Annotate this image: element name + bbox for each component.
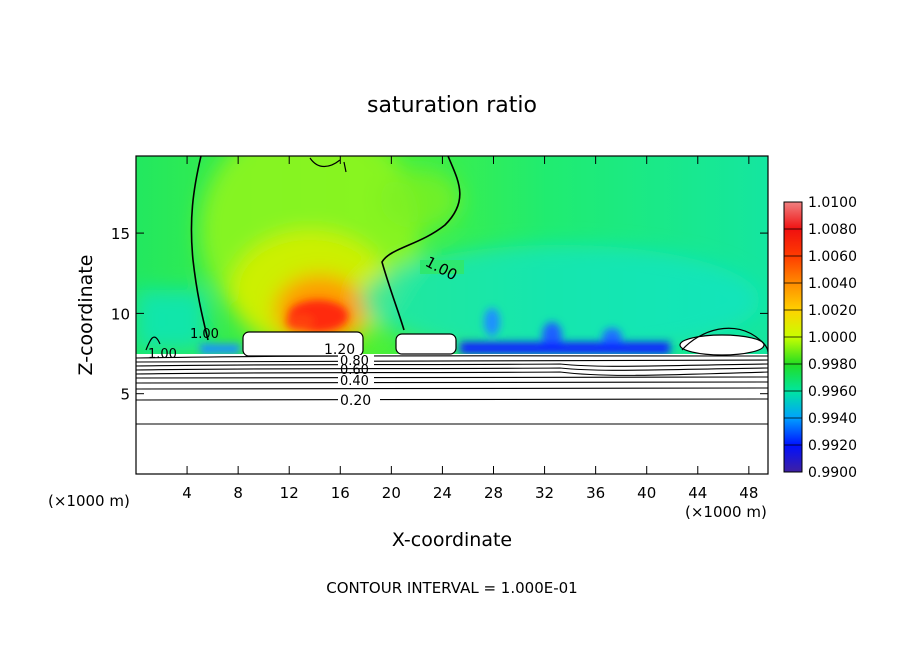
colorbar-segment bbox=[784, 391, 802, 419]
colorbar-tick-label: 0.9980 bbox=[808, 357, 857, 373]
colorbar-segment bbox=[784, 256, 802, 284]
chart-title: saturation ratio bbox=[367, 93, 537, 118]
colorbar-tick-label: 0.9900 bbox=[808, 465, 857, 481]
contour-label-120: 1.20 bbox=[324, 342, 355, 358]
x-tick-label: 32 bbox=[535, 484, 554, 502]
x-tick-label: 24 bbox=[433, 484, 452, 502]
x-axis-ticks: 4 8 12 16 20 24 28 32 36 40 44 48 bbox=[182, 156, 758, 502]
y-tick-label: 15 bbox=[111, 225, 130, 243]
footer-contour-interval: CONTOUR INTERVAL = 1.000E-01 bbox=[326, 579, 577, 597]
x-tick-label: 8 bbox=[233, 484, 243, 502]
x-tick-label: 36 bbox=[586, 484, 605, 502]
plot-frame bbox=[135, 155, 769, 475]
heatmap-field bbox=[136, 156, 768, 474]
colorbar-tick-label: 1.0000 bbox=[808, 330, 857, 346]
colorbar-tick-label: 1.0080 bbox=[808, 222, 857, 238]
x-tick-label: 40 bbox=[637, 484, 656, 502]
contour-label-3: 1.00 bbox=[190, 327, 219, 342]
colorbar-segment bbox=[784, 283, 802, 311]
x-tick-label: 4 bbox=[182, 484, 192, 502]
colorbar-tick-label: 1.0060 bbox=[808, 249, 857, 265]
x-axis-label: X-coordinate bbox=[392, 529, 512, 551]
y-tick-label: 10 bbox=[111, 305, 130, 323]
contour-label-040: 0.40 bbox=[340, 374, 369, 389]
x-tick-label: 12 bbox=[280, 484, 299, 502]
colorbar-segment bbox=[784, 202, 802, 230]
colorbar-segment bbox=[784, 364, 802, 392]
colorbar-tick-label: 0.9960 bbox=[808, 384, 857, 400]
x-tick-label: 28 bbox=[484, 484, 503, 502]
colorbar-tick-label: 1.0040 bbox=[808, 276, 857, 292]
contour-label-020: 0.20 bbox=[340, 393, 371, 409]
colorbar-tick-label: 1.0100 bbox=[808, 195, 857, 211]
x-tick-label: 16 bbox=[331, 484, 350, 502]
contour-label-080: 0.80 bbox=[340, 354, 369, 369]
x-unit-left: (×1000 m) bbox=[48, 492, 130, 510]
colorbar-segment bbox=[784, 229, 802, 257]
colorbar-tick-label: 0.9940 bbox=[808, 411, 857, 427]
colorbar-segment bbox=[784, 310, 802, 338]
x-unit-right: (×1000 m) bbox=[685, 503, 767, 521]
x-tick-label: 20 bbox=[382, 484, 401, 502]
colorbar-tick-label: 0.9920 bbox=[808, 438, 857, 454]
contour-label-2: 1.00 bbox=[148, 347, 177, 362]
y-tick-label: 5 bbox=[120, 386, 130, 404]
colorbar-segment bbox=[784, 418, 802, 446]
colorbar-segment bbox=[784, 445, 802, 473]
colorbar-tick-label: 1.0020 bbox=[808, 303, 857, 319]
x-tick-label: 48 bbox=[739, 484, 758, 502]
colorbar-segment bbox=[784, 337, 802, 365]
x-tick-label: 44 bbox=[688, 484, 707, 502]
y-axis-ticks: 5 10 15 bbox=[111, 225, 768, 404]
colorbar: 1.0100 1.0080 1.0060 1.0040 1.0020 1.0000 0.99… bbox=[783, 195, 857, 481]
y-axis-label: Z-coordinate bbox=[75, 255, 97, 376]
contour-labels: 1.00 1.00 1.00 1.20 0.80 0.60 0.40 0.20 bbox=[148, 253, 464, 409]
